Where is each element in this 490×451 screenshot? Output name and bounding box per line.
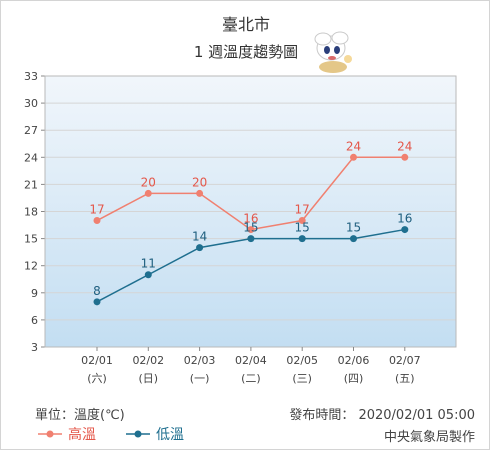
x-tick-label: 02/05 — [286, 354, 318, 367]
data-point-high — [93, 217, 101, 225]
data-point-low — [350, 235, 357, 243]
data-label-low: 8 — [93, 284, 101, 298]
mascot-icon — [314, 31, 352, 73]
data-label-high: 20 — [192, 175, 207, 189]
legend-low-marker — [126, 430, 150, 438]
legend-high-label: 高溫 — [68, 427, 96, 443]
unit-label: 單位：溫度(℃) — [35, 408, 125, 423]
data-label-low: 15 — [346, 221, 361, 235]
data-point-high — [350, 153, 357, 161]
producer-label: 中央氣象局製作 — [383, 430, 475, 445]
data-point-high — [247, 226, 255, 234]
data-point-high — [196, 189, 204, 197]
data-label-high: 16 — [243, 212, 258, 226]
data-label-low: 14 — [192, 230, 207, 244]
x-weekday-label: (三) — [292, 372, 312, 385]
chart-title: 1 週溫度趨勢圖 — [193, 43, 299, 61]
data-label-high: 20 — [141, 175, 156, 189]
x-weekday-label: (五) — [395, 372, 415, 385]
y-tick-label: 21 — [24, 178, 38, 191]
data-point-low — [298, 235, 306, 243]
x-weekday-label: (一) — [190, 372, 210, 385]
data-point-low — [93, 298, 101, 306]
data-point-low — [196, 244, 204, 252]
legend-low-label: 低溫 — [156, 427, 184, 443]
legend-high-marker — [38, 430, 62, 438]
city-name: 臺北市 — [221, 15, 270, 34]
data-label-high: 24 — [346, 139, 361, 153]
data-label-high: 24 — [397, 139, 412, 153]
data-label-low: 11 — [141, 257, 156, 271]
data-point-low — [144, 271, 152, 279]
y-tick-label: 15 — [24, 233, 38, 246]
data-point-low — [401, 226, 409, 234]
x-weekday-label: (四) — [344, 372, 364, 385]
y-tick-label: 18 — [24, 206, 38, 219]
data-label-low: 15 — [295, 221, 310, 235]
y-tick-label: 30 — [24, 97, 38, 110]
x-tick-label: 02/02 — [132, 354, 164, 367]
x-weekday-label: (日) — [139, 372, 159, 385]
data-point-high — [401, 153, 409, 161]
x-tick-label: 02/01 — [81, 354, 113, 367]
issued-time: 發布時間： 2020/02/01 05:00 — [289, 408, 475, 423]
x-weekday-label: (二) — [241, 372, 261, 385]
x-tick-label: 02/03 — [184, 354, 216, 367]
y-tick-label: 6 — [31, 314, 38, 327]
data-point-high — [298, 217, 306, 225]
data-label-high: 17 — [295, 203, 310, 217]
y-tick-label: 3 — [31, 341, 38, 354]
y-tick-label: 9 — [31, 287, 38, 300]
data-point-low — [247, 235, 255, 243]
x-tick-label: 02/06 — [338, 354, 370, 367]
legend-low: 低溫 — [125, 424, 184, 444]
data-label-high: 17 — [89, 203, 104, 217]
y-tick-label: 27 — [24, 124, 38, 137]
y-tick-label: 33 — [24, 70, 38, 83]
y-tick-label: 12 — [24, 260, 38, 273]
data-label-low: 15 — [243, 221, 258, 235]
data-point-high — [144, 189, 152, 197]
data-label-low: 16 — [397, 212, 412, 226]
x-tick-label: 02/04 — [235, 354, 267, 367]
x-weekday-label: (六) — [87, 372, 107, 385]
y-tick-label: 24 — [24, 151, 38, 164]
x-tick-label: 02/07 — [389, 354, 421, 367]
legend-high: 高溫 — [37, 424, 96, 444]
